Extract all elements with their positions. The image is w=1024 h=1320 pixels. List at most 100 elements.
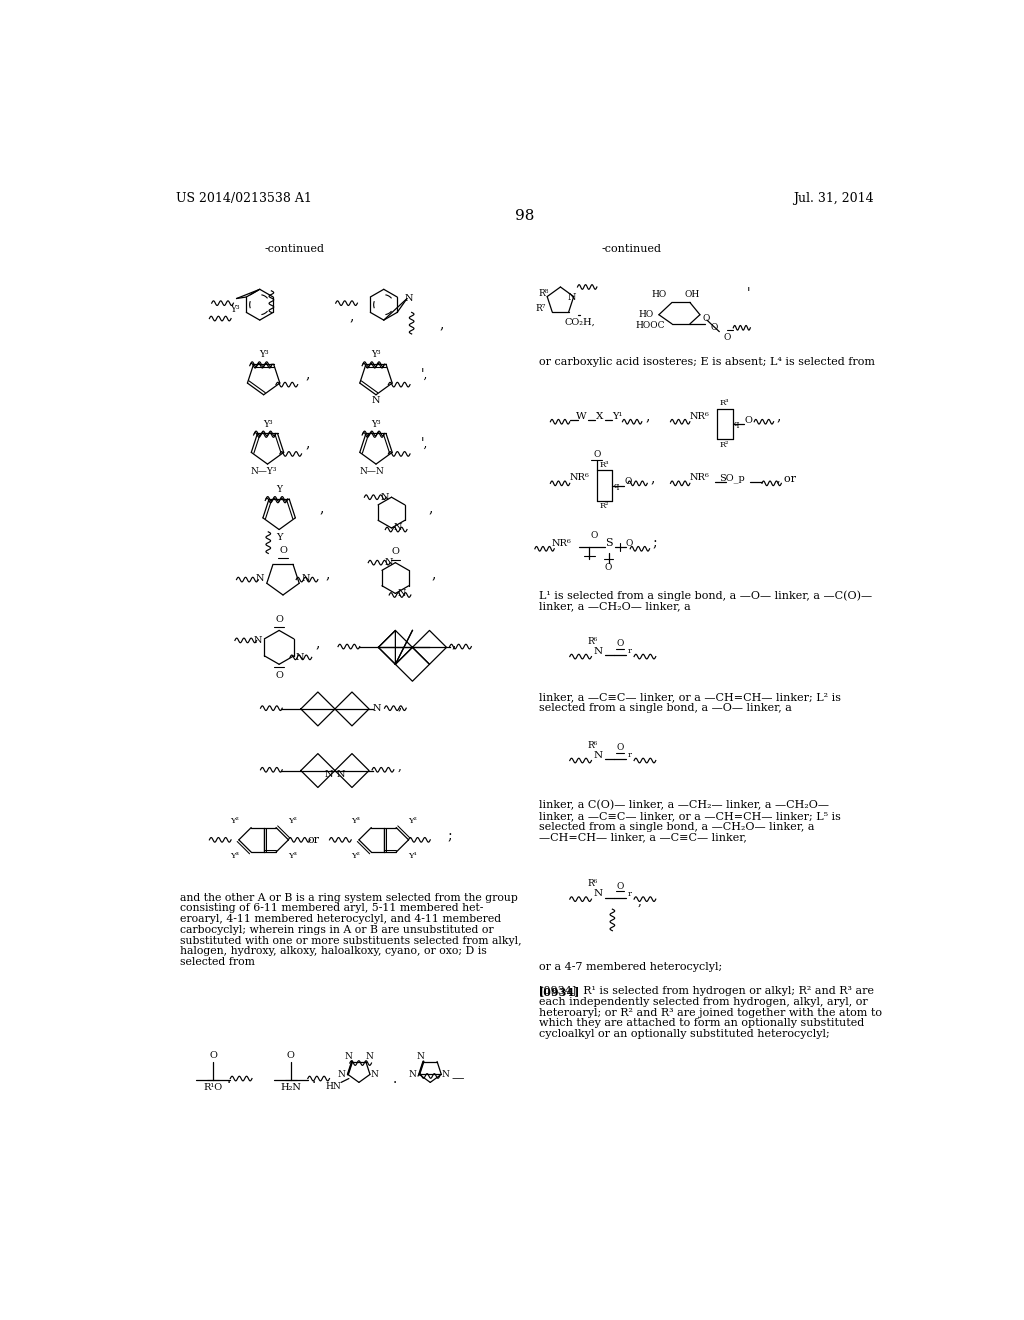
Text: Y¹: Y¹ (611, 412, 623, 421)
Text: ,: , (432, 568, 436, 581)
Text: N: N (372, 396, 380, 405)
Text: or carboxylic acid isosteres; E is absent; L⁴ is selected from: or carboxylic acid isosteres; E is absen… (539, 358, 874, 367)
Text: ,: , (428, 502, 432, 516)
Text: Y¹: Y¹ (408, 851, 417, 861)
Text: ,: , (638, 895, 641, 908)
Text: NR⁶: NR⁶ (570, 474, 590, 482)
Text: O: O (280, 546, 287, 554)
Text: .: . (393, 1072, 397, 1085)
Text: O: O (275, 615, 283, 624)
Text: N: N (302, 574, 310, 582)
Text: OH: OH (685, 290, 699, 300)
Text: ,: , (397, 760, 401, 774)
Text: N: N (345, 1052, 353, 1061)
Text: SO_p: SO_p (719, 473, 744, 483)
Text: Y²: Y² (408, 817, 417, 825)
Text: substituted with one or more substituents selected from alkyl,: substituted with one or more substituent… (180, 936, 521, 945)
Text: N: N (366, 1052, 373, 1061)
Text: ,: , (326, 568, 330, 581)
Text: L¹ is selected from a single bond, a —O— linker, a —C(O)—: L¹ is selected from a single bond, a —O—… (539, 590, 871, 601)
Text: ,: , (315, 636, 321, 651)
Text: Y²: Y² (350, 851, 359, 861)
Text: HN: HN (326, 1082, 341, 1090)
Text: O: O (391, 548, 399, 556)
Text: ',: ', (421, 367, 428, 380)
Text: Y³: Y³ (371, 350, 381, 359)
Text: S: S (605, 539, 612, 548)
Text: NR⁶: NR⁶ (552, 539, 572, 548)
Text: carbocyclyl; wherein rings in A or B are unsubstituted or: carbocyclyl; wherein rings in A or B are… (180, 925, 494, 935)
Text: N: N (409, 1071, 417, 1080)
Text: R¹O: R¹O (204, 1084, 223, 1092)
Text: ,: , (305, 367, 310, 381)
Text: Y²: Y² (288, 817, 297, 825)
Text: O: O (593, 450, 600, 458)
Text: linker, a —C≡C— linker, or a —CH=CH— linker; L² is: linker, a —C≡C— linker, or a —CH=CH— lin… (539, 693, 841, 702)
Text: N: N (594, 751, 603, 759)
Text: ,: , (349, 309, 353, 323)
Text: CO₂H,: CO₂H, (564, 318, 595, 327)
Text: O: O (711, 323, 719, 333)
Text: .: . (312, 1072, 316, 1085)
Text: H₂N: H₂N (281, 1084, 301, 1092)
Text: [0934]  R¹ is selected from hydrogen or alkyl; R² and R³ are: [0934] R¹ is selected from hydrogen or a… (539, 986, 873, 997)
Text: heteroaryl; or R² and R³ are joined together with the atom to: heteroaryl; or R² and R³ are joined toge… (539, 1007, 882, 1018)
Text: Y³: Y³ (230, 851, 240, 861)
Text: selected from: selected from (180, 957, 255, 968)
Text: O: O (275, 671, 283, 680)
Text: selected from a single bond, a —CH₂O— linker, a: selected from a single bond, a —CH₂O— li… (539, 822, 814, 832)
Text: N: N (594, 890, 603, 898)
Text: R⁷: R⁷ (536, 304, 546, 313)
Text: ',: ', (421, 437, 428, 450)
Text: O: O (209, 1051, 217, 1060)
Text: or a 4-7 membered heterocyclyl;: or a 4-7 membered heterocyclyl; (539, 962, 722, 972)
Text: linker, a —CH₂O— linker, a: linker, a —CH₂O— linker, a (539, 602, 690, 611)
Text: Y³: Y³ (288, 851, 297, 861)
Text: r: r (628, 647, 632, 655)
Text: O: O (616, 882, 624, 891)
Text: O: O (287, 1051, 295, 1060)
Text: N: N (371, 1071, 379, 1080)
Text: O: O (616, 639, 624, 648)
Text: r: r (628, 751, 632, 759)
Text: R³: R³ (720, 399, 729, 408)
Text: N: N (441, 1071, 450, 1080)
Text: X: X (596, 412, 603, 421)
Text: Y³: Y³ (230, 305, 240, 314)
Text: ;: ; (447, 829, 452, 843)
Text: ;: ; (652, 536, 657, 550)
Text: -continued: -continued (264, 244, 325, 255)
Text: N: N (337, 770, 345, 779)
Text: R⁶: R⁶ (588, 879, 598, 888)
Text: NR⁶: NR⁶ (690, 412, 710, 421)
Text: N: N (397, 589, 406, 598)
Text: N: N (373, 705, 381, 713)
Text: R²: R² (600, 503, 609, 511)
Text: O: O (626, 539, 633, 548)
Text: ,: , (452, 636, 456, 651)
Text: N: N (256, 574, 264, 582)
Text: r: r (628, 890, 632, 898)
Text: ,: , (645, 409, 649, 424)
Text: q: q (733, 420, 739, 428)
Text: —: — (452, 1072, 464, 1085)
Text: Y²: Y² (230, 817, 240, 825)
Text: R⁶: R⁶ (588, 741, 598, 750)
Text: —CH=CH— linker, a —C≡C— linker,: —CH=CH— linker, a —C≡C— linker, (539, 833, 746, 842)
Text: N: N (385, 558, 393, 568)
Text: R²: R² (720, 441, 729, 449)
Text: N: N (416, 1052, 424, 1061)
Text: or: or (308, 834, 319, 845)
Text: cycloalkyl or an optionally substituted heterocyclyl;: cycloalkyl or an optionally substituted … (539, 1030, 829, 1039)
Text: Jul. 31, 2014: Jul. 31, 2014 (793, 191, 873, 205)
Text: N: N (325, 770, 333, 779)
Text: O: O (723, 334, 731, 342)
Text: N: N (381, 492, 389, 502)
Text: R⁶: R⁶ (588, 636, 598, 645)
Text: selected from a single bond, a —O— linker, a: selected from a single bond, a —O— linke… (539, 704, 792, 713)
Text: each independently selected from hydrogen, alkyl, aryl, or: each independently selected from hydroge… (539, 997, 867, 1007)
Text: O: O (702, 314, 710, 323)
Text: US 2014/0213538 A1: US 2014/0213538 A1 (176, 191, 312, 205)
Text: N: N (406, 294, 414, 304)
Text: HO: HO (638, 310, 653, 319)
